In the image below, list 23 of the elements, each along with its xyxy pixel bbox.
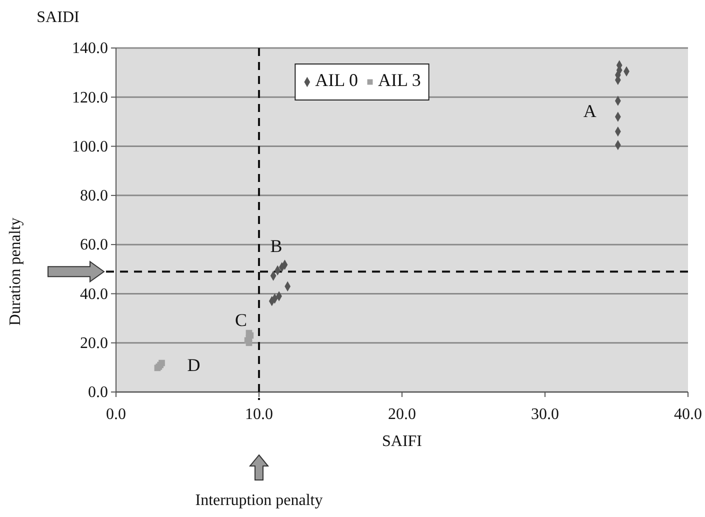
annotation: D [187, 355, 200, 376]
y-tick-label: 60.0 [80, 236, 108, 254]
x-tick-label: 10.0 [245, 406, 273, 424]
legend-label: AIL 0 [315, 70, 358, 90]
x-tick-label: 0.0 [106, 406, 126, 424]
y-tick-label: 120.0 [72, 89, 108, 106]
y-tick-label: 140.0 [72, 40, 108, 58]
y-tick-label: 0.0 [88, 384, 108, 402]
x-axis-title: SAIFI [382, 433, 422, 450]
y-axis-title: SAIDI [36, 9, 80, 26]
legend-label: AIL 3 [378, 70, 421, 90]
y-tick-label: 100.0 [72, 138, 108, 156]
text: Duration penalty [7, 218, 24, 326]
y-tick-label: 20.0 [80, 334, 108, 352]
y-tick-label: 40.0 [80, 286, 108, 303]
annotation: B [270, 236, 282, 256]
annotation: A [583, 100, 596, 121]
text: Interruption penalty [195, 492, 323, 509]
annotation: C [234, 310, 247, 330]
y-tick-label: 80.0 [80, 188, 108, 205]
x-tick-label: 30.0 [531, 406, 559, 424]
x-tick-label: 40.0 [674, 406, 702, 424]
x-tick-label: 20.0 [388, 406, 416, 424]
